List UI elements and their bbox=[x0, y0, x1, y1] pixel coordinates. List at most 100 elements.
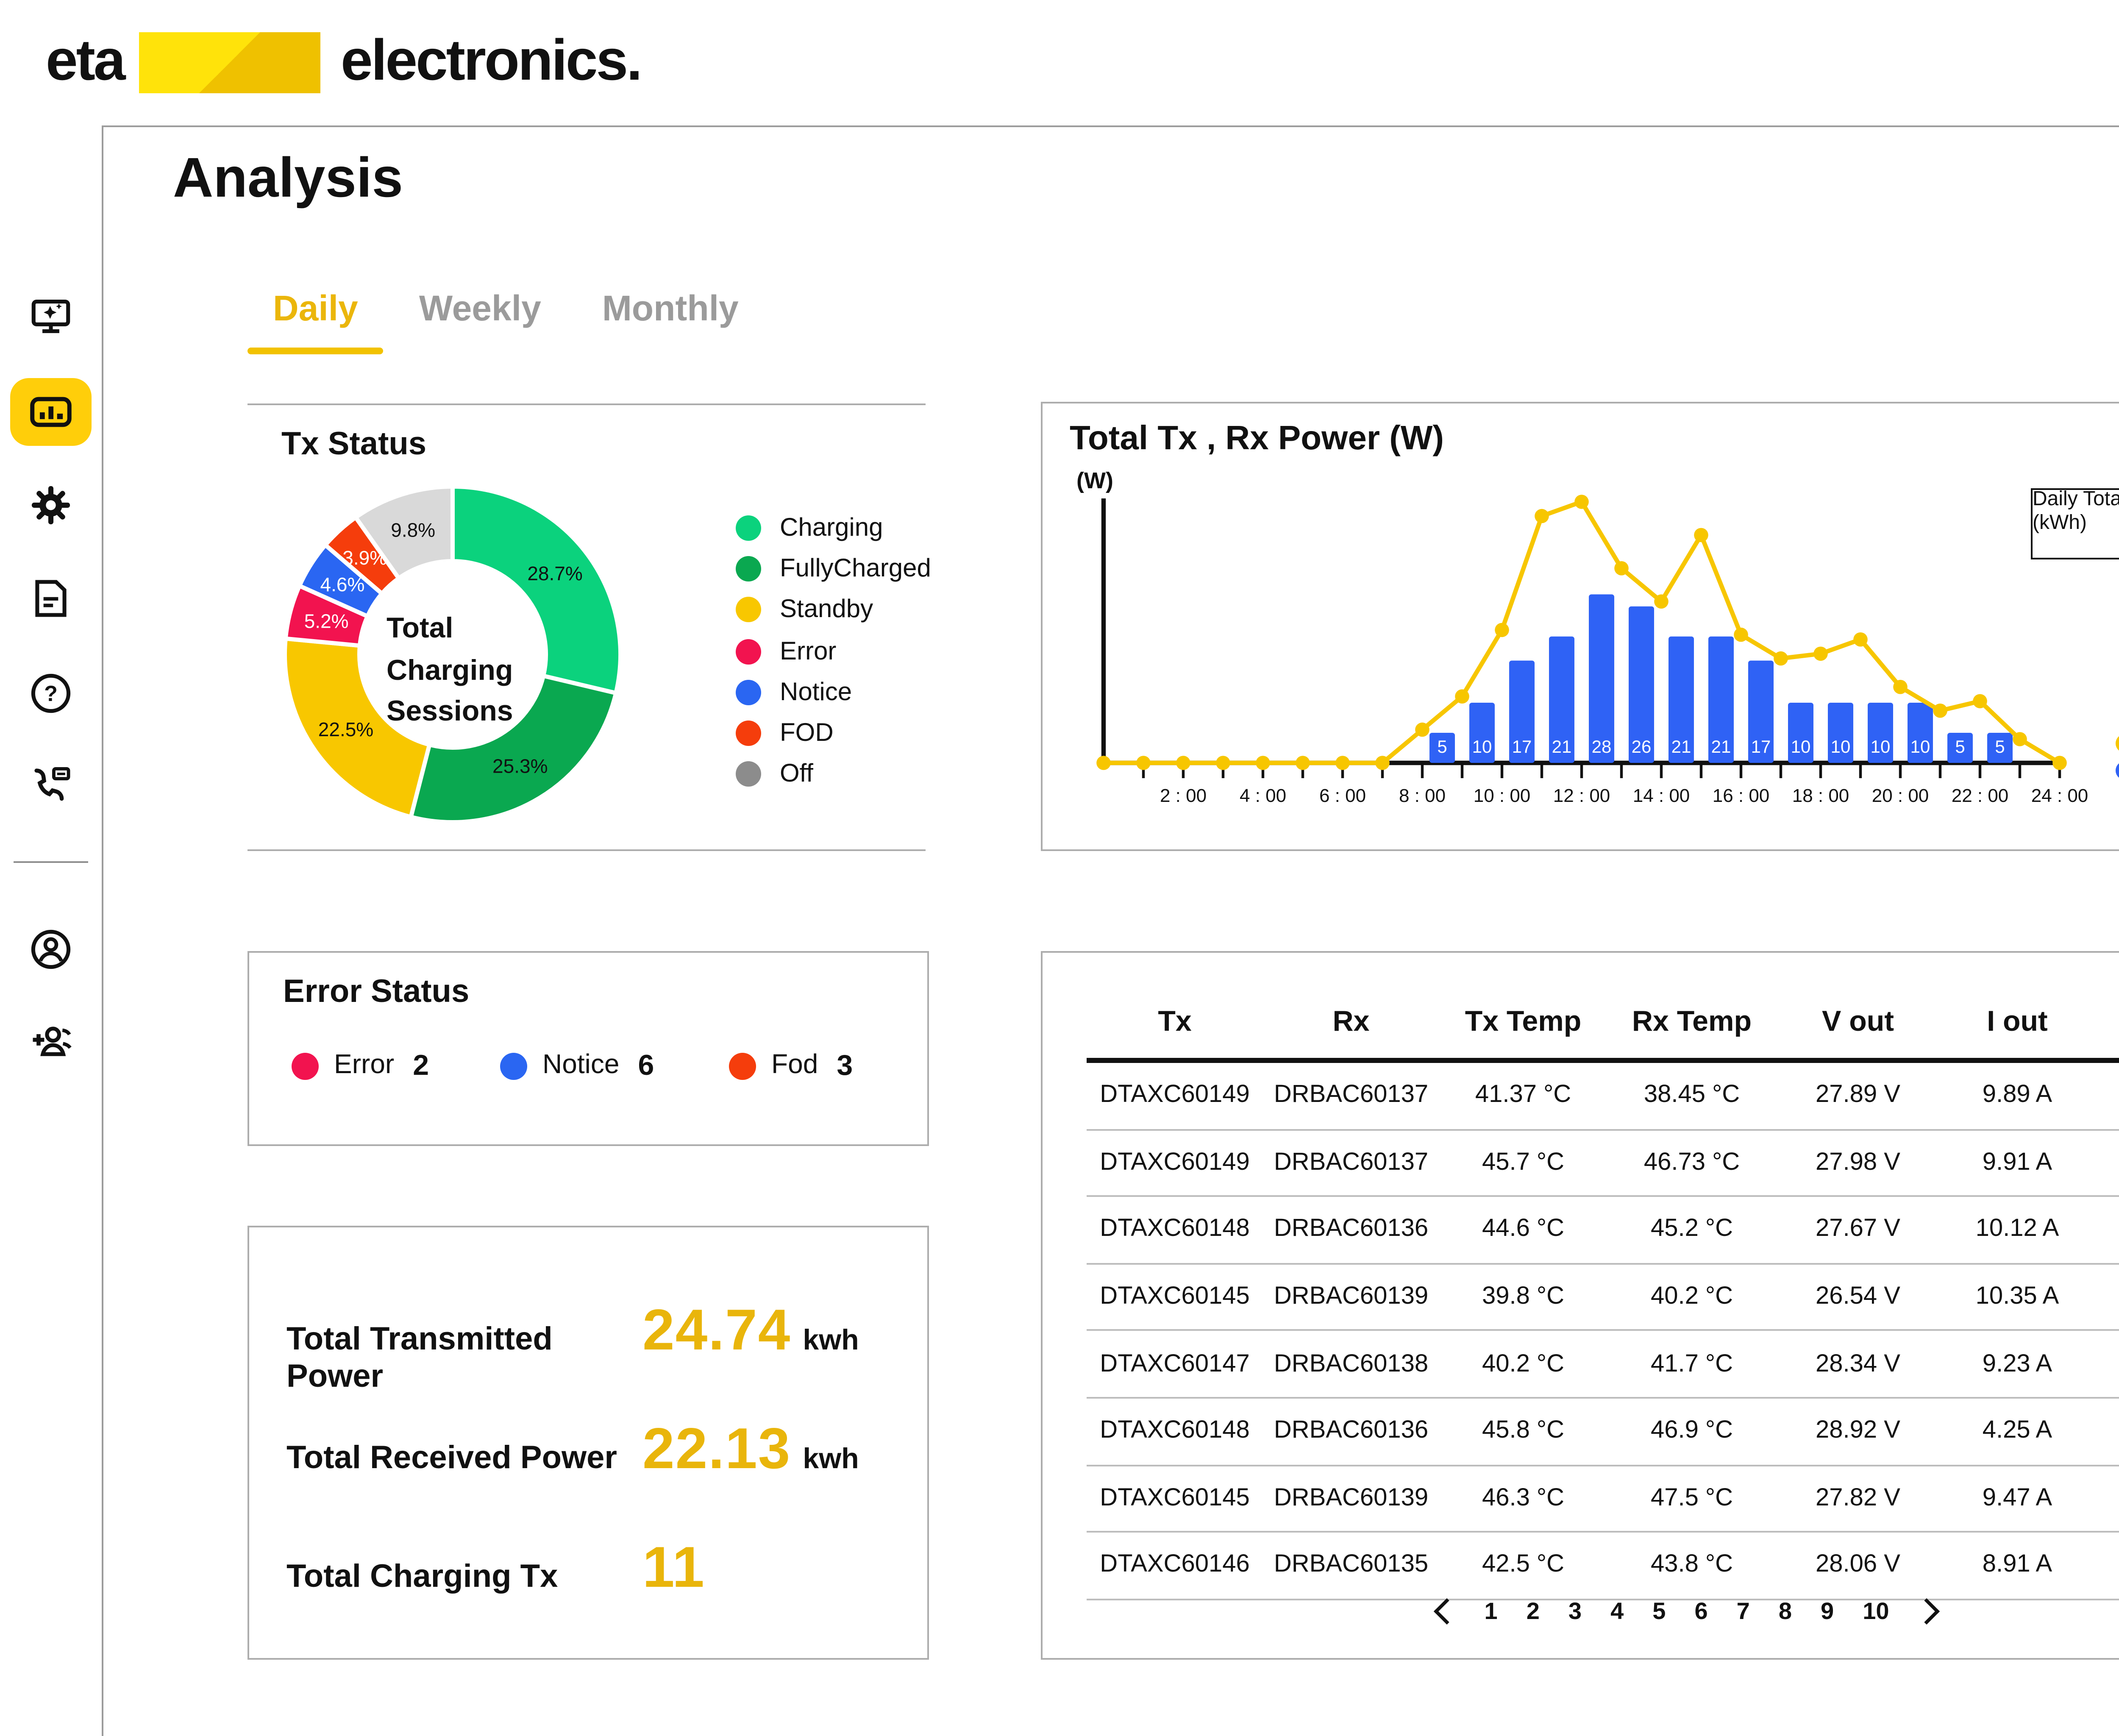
table-row: DTAXC60145 DRBAC60139 46.3 °C 47.5 °C 27.82 … bbox=[1087, 1466, 2119, 1533]
table-cell: 40.2 °C bbox=[1650, 1283, 1733, 1311]
line-point bbox=[1933, 704, 1947, 718]
charging-tx-bar bbox=[1788, 703, 1813, 763]
bar-value-label: 10 bbox=[1472, 737, 1492, 757]
table-row: DTAXC60147 DRBAC60138 40.2 °C 41.7 °C 28.34 … bbox=[1087, 1332, 2119, 1399]
document-icon bbox=[35, 580, 67, 617]
line-point bbox=[1853, 632, 1868, 647]
device-table-panel: Tx Rx Tx Temp Rx Temp V out I out SOC DTAXC601… bbox=[1041, 951, 2119, 1660]
error-item-fod: Fod 3 bbox=[729, 1044, 853, 1088]
bar-value-label: 5 bbox=[1995, 737, 2005, 757]
pagination-page-2[interactable]: 2 bbox=[1526, 1597, 1540, 1624]
add-user-icon bbox=[33, 1027, 72, 1056]
table-cell: DRBAC60137 bbox=[1274, 1149, 1429, 1177]
pagination-prev-icon[interactable] bbox=[1433, 1597, 1460, 1624]
bar-value-label: 17 bbox=[1512, 737, 1532, 757]
bar-value-label: 28 bbox=[1592, 737, 1612, 757]
bar-value-label: 10 bbox=[1910, 737, 1930, 757]
sidebar-item-settings[interactable] bbox=[10, 471, 92, 539]
charging-tx-bar bbox=[1748, 660, 1774, 763]
pagination-page-10[interactable]: 10 bbox=[1863, 1597, 1889, 1624]
table-cell: 58% bbox=[2095, 1351, 2119, 1378]
pagination-page-4[interactable]: 4 bbox=[1610, 1597, 1624, 1624]
power-chart-panel: Total Tx , Rx Power (W) (W) 2 : 00 4 : 00… bbox=[1041, 402, 2119, 851]
charging-tx-bar bbox=[1828, 703, 1853, 763]
pagination-page-5[interactable]: 5 bbox=[1652, 1597, 1666, 1624]
line-point bbox=[1136, 756, 1151, 770]
table-cell: 27.89 V bbox=[1816, 1082, 1900, 1110]
table-cell: 45.2 °C bbox=[1650, 1216, 1733, 1244]
legend-label: Error bbox=[780, 637, 837, 666]
table-cell: 46.73 °C bbox=[1643, 1149, 1740, 1177]
x-tick-label: 8 : 00 bbox=[1399, 785, 1446, 806]
total-row: Total Received Power 22.13 kwh bbox=[286, 1417, 897, 1483]
sidebar-item-monitor-dashboard[interactable] bbox=[10, 283, 92, 351]
legend-label: Off bbox=[780, 760, 813, 789]
pagination-next-icon[interactable] bbox=[1914, 1597, 1941, 1624]
pagination-page-8[interactable]: 8 bbox=[1778, 1597, 1792, 1624]
table-cell: DRBAC60136 bbox=[1274, 1418, 1429, 1445]
x-tick-label: 6 : 00 bbox=[1319, 785, 1366, 806]
legend-dot bbox=[736, 556, 761, 581]
sidebar-item-contact[interactable] bbox=[10, 751, 92, 819]
x-tick-label: 10 : 00 bbox=[1474, 785, 1531, 806]
line-point bbox=[1893, 680, 1908, 694]
table-cell: 27.98 V bbox=[1816, 1149, 1900, 1177]
error-count: 6 bbox=[638, 1049, 654, 1082]
logo-text-eta: eta bbox=[46, 29, 126, 93]
sidebar-item-add-user[interactable] bbox=[10, 1007, 92, 1075]
bar-value-label: 10 bbox=[1791, 737, 1811, 757]
power-chart-y-axis-label: (W) bbox=[1076, 468, 1113, 493]
line-point bbox=[1335, 756, 1350, 770]
line-point bbox=[1216, 756, 1230, 770]
bar-value-label: 5 bbox=[1437, 737, 1447, 757]
charging-tx-bar bbox=[1947, 733, 1973, 763]
donut-slice-value: 28.7% bbox=[527, 562, 582, 584]
table-cell: 41% bbox=[2095, 1552, 2119, 1579]
table-cell: 9.47 A bbox=[1982, 1485, 2052, 1512]
tab-daily[interactable]: Daily bbox=[247, 280, 384, 354]
total-row: Total Transmitted Power 24.74 kwh bbox=[286, 1299, 897, 1397]
bar-value-label: 21 bbox=[1552, 737, 1572, 757]
table-cell: 39.8 °C bbox=[1482, 1283, 1565, 1311]
tx-status-card: Tx Status 28.7% 25.3% 22.5% 5.2% 4.6% 3.9% 9.8… bbox=[247, 403, 931, 851]
sidebar-item-account[interactable] bbox=[10, 915, 92, 983]
pagination-page-1[interactable]: 1 bbox=[1484, 1597, 1498, 1624]
sidebar-item-analysis[interactable] bbox=[10, 378, 92, 446]
total-unit: kwh bbox=[803, 1324, 859, 1356]
tab-weekly[interactable]: Weekly bbox=[419, 290, 541, 329]
line-point bbox=[1296, 756, 1310, 770]
table-cell: 73% bbox=[2095, 1082, 2119, 1109]
pagination-page-7[interactable]: 7 bbox=[1736, 1597, 1750, 1624]
x-tick-label: 20 : 00 bbox=[1872, 785, 1929, 806]
tab-monthly[interactable]: Monthly bbox=[602, 290, 739, 329]
pagination-page-6[interactable]: 6 bbox=[1694, 1597, 1708, 1624]
sidebar-item-reports[interactable] bbox=[10, 565, 92, 632]
error-label: Fod bbox=[771, 1051, 818, 1080]
donut-slice-fullycharged bbox=[408, 673, 619, 824]
pagination-page-9[interactable]: 9 bbox=[1821, 1597, 1834, 1624]
legend-dot bbox=[2116, 733, 2119, 752]
table-cell: 9.23 A bbox=[1982, 1350, 2052, 1378]
error-dot bbox=[729, 1053, 756, 1080]
chart-legend-item: Total Tx Power bbox=[2116, 729, 2119, 756]
line-point bbox=[1535, 509, 1549, 523]
donut-slice-off bbox=[353, 485, 455, 581]
legend-label: FullyCharged bbox=[780, 554, 931, 583]
table-cell: DRBAC60138 bbox=[1274, 1350, 1429, 1378]
charging-tx-bar bbox=[1669, 636, 1694, 763]
donut-slice-standby bbox=[283, 636, 432, 820]
x-tick-label: 12 : 00 bbox=[1553, 785, 1610, 806]
column-header-soc: SOC bbox=[2095, 1005, 2119, 1039]
table-cell: 24% bbox=[2095, 1283, 2119, 1310]
legend-dot bbox=[2116, 760, 2119, 779]
error-item-notice: Notice 6 bbox=[500, 1044, 654, 1088]
totals-panel: Total Transmitted Power 24.74 kwh Total Rec… bbox=[247, 1226, 929, 1660]
legend-dot bbox=[736, 679, 761, 705]
line-point bbox=[1614, 561, 1629, 576]
table-cell: 42.5 °C bbox=[1482, 1552, 1565, 1579]
table-cell: 28.92 V bbox=[1816, 1418, 1900, 1445]
sidebar-item-help[interactable]: ? bbox=[10, 659, 92, 727]
bar-chart-icon bbox=[30, 397, 72, 427]
pagination-page-3[interactable]: 3 bbox=[1568, 1597, 1582, 1624]
table-cell: 8.91 A bbox=[1982, 1552, 2052, 1579]
